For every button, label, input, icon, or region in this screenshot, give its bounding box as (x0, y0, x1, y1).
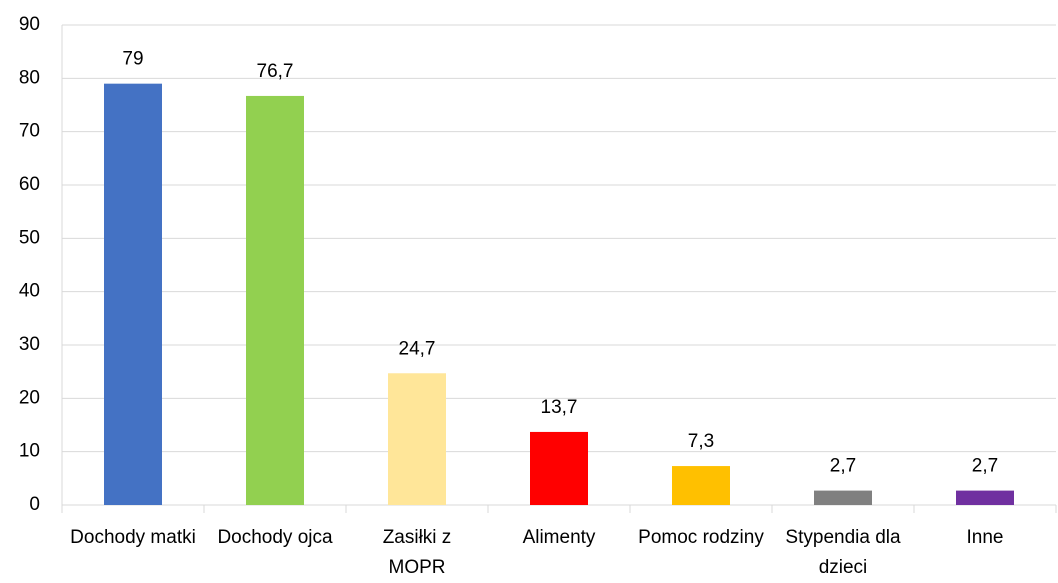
value-label: 2,7 (830, 456, 856, 477)
x-tick-label: Dochody matki (70, 527, 196, 548)
x-tick-label: Pomoc rodziny (638, 527, 764, 548)
x-tick-label: Alimenty (522, 527, 596, 548)
y-tick-label: 50 (19, 227, 40, 248)
bar (246, 95, 304, 505)
y-tick-label: 40 (19, 281, 40, 302)
x-tick-label: Dochody ojca (217, 527, 333, 548)
y-tick-label: 80 (19, 67, 40, 88)
y-tick-label: 60 (19, 174, 40, 195)
value-label: 79 (122, 49, 143, 70)
y-tick-label: 70 (19, 121, 40, 142)
bar (672, 466, 730, 505)
value-label: 2,7 (972, 456, 998, 477)
bar (388, 373, 446, 505)
x-tick-label: Inne (966, 527, 1004, 548)
y-tick-label: 90 (19, 14, 40, 35)
bar (104, 83, 162, 506)
value-label: 7,3 (688, 431, 714, 452)
x-tick-label: Zasiłki z MOPR (382, 527, 452, 578)
y-tick-label: 10 (19, 441, 40, 462)
x-tick-label: Stypendia dla dzieci (785, 527, 901, 578)
value-label: 76,7 (257, 61, 294, 82)
value-label: 24,7 (399, 338, 436, 359)
y-tick-label: 30 (19, 334, 40, 355)
y-tick-label: 0 (29, 494, 40, 515)
bar (530, 431, 588, 505)
bar (956, 490, 1014, 505)
value-label: 13,7 (541, 397, 578, 418)
y-tick-label: 20 (19, 387, 40, 408)
bar (814, 490, 872, 505)
